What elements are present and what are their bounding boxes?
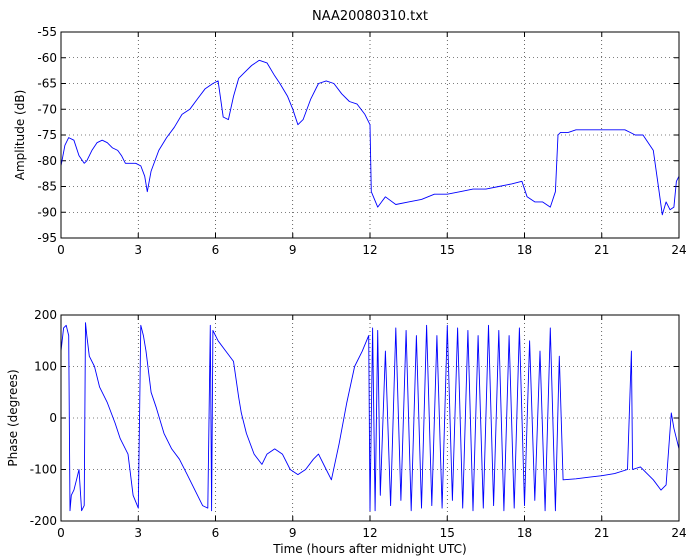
phase-ticks: 0 3 6 9 12 15 18 21 24 -200 -100 0 100 200 bbox=[30, 308, 687, 540]
phase-xtick-label: 12 bbox=[362, 526, 377, 540]
phase-xtick-label: 15 bbox=[440, 526, 455, 540]
phase-frame-border bbox=[60, 314, 680, 522]
amplitude-xtick-label: 0 bbox=[57, 243, 65, 257]
phase-xtick-label: 3 bbox=[134, 526, 142, 540]
phase-ytick-label: 100 bbox=[34, 360, 57, 374]
phase-xtick-label: 6 bbox=[212, 526, 220, 540]
amplitude-ytick-label: -60 bbox=[37, 51, 57, 65]
amplitude-ytick-label: -85 bbox=[37, 180, 57, 194]
amplitude-plot: 0 3 6 9 12 15 18 21 24 -95 -90 -85 -80 -75 -70 -65 -60 -5… bbox=[13, 25, 687, 257]
amplitude-xtick-label: 18 bbox=[517, 243, 532, 257]
amplitude-xtick-label: 24 bbox=[671, 243, 686, 257]
amplitude-xtick-label: 12 bbox=[362, 243, 377, 257]
amplitude-series bbox=[60, 59, 680, 216]
phase-series bbox=[60, 322, 680, 512]
amplitude-ylabel: Amplitude (dB) bbox=[13, 90, 27, 181]
phase-ytick-label: 0 bbox=[49, 411, 57, 425]
amplitude-xtick-label: 9 bbox=[289, 243, 297, 257]
phase-xtick-label: 0 bbox=[57, 526, 65, 540]
phase-xtick-label: 21 bbox=[594, 526, 609, 540]
phase-xtick-label: 24 bbox=[671, 526, 686, 540]
phase-ytick-label: 200 bbox=[34, 308, 57, 322]
amplitude-ytick-label: -90 bbox=[37, 205, 57, 219]
phase-ytick-label: -200 bbox=[30, 514, 57, 528]
amplitude-ytick-label: -80 bbox=[37, 154, 57, 168]
amplitude-frame-border bbox=[60, 31, 680, 239]
phase-ytick-label: -100 bbox=[30, 463, 57, 477]
phase-plot: 0 3 6 9 12 15 18 21 24 -200 -100 0 100 200 Phase (deg… bbox=[6, 308, 687, 556]
phase-series-line bbox=[60, 322, 680, 512]
phase-xtick-label: 18 bbox=[517, 526, 532, 540]
figure-title: NAA20080310.txt bbox=[312, 9, 428, 24]
amplitude-xtick-label: 21 bbox=[594, 243, 609, 257]
phase-ylabel: Phase (degrees) bbox=[6, 369, 20, 466]
amplitude-xtick-label: 15 bbox=[440, 243, 455, 257]
amplitude-ytick-label: -75 bbox=[37, 128, 57, 142]
amplitude-xtick-label: 6 bbox=[212, 243, 220, 257]
amplitude-xtick-label: 3 bbox=[134, 243, 142, 257]
amplitude-ytick-label: -65 bbox=[37, 77, 57, 91]
amplitude-ytick-label: -70 bbox=[37, 102, 57, 116]
amplitude-series-line bbox=[60, 59, 680, 216]
phase-xlabel: Time (hours after midnight UTC) bbox=[272, 542, 466, 556]
amplitude-ytick-label: -95 bbox=[37, 231, 57, 245]
amplitude-ytick-label: -55 bbox=[37, 25, 57, 39]
phase-xtick-label: 9 bbox=[289, 526, 297, 540]
amplitude-ticks: 0 3 6 9 12 15 18 21 24 -95 -90 -85 -80 -75 -70 -65 -60 -5… bbox=[37, 25, 686, 257]
